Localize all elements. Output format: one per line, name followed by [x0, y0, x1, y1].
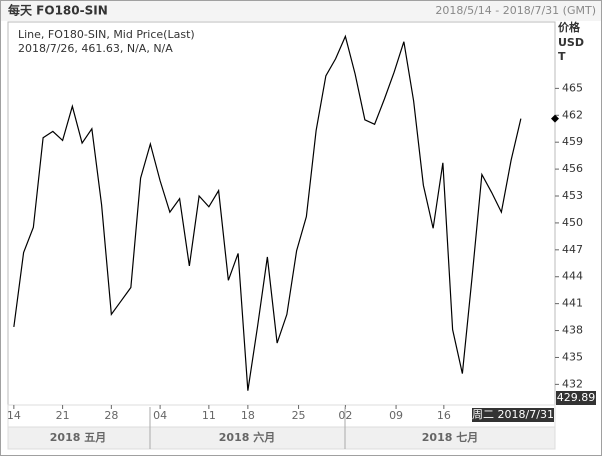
x-tick-label: 04	[153, 409, 167, 422]
x-tick-label: 28	[104, 409, 118, 422]
price-line	[13, 34, 522, 391]
y-tick-label: 435	[562, 350, 583, 363]
y-tick-label: 450	[562, 216, 583, 229]
month-label: 2018 六月	[219, 430, 275, 444]
y-axis-label: 价格	[558, 20, 581, 34]
month-label: 2018 七月	[422, 430, 478, 444]
crosshair-y-label: 429.89	[557, 391, 596, 404]
x-tick-label: 18	[241, 409, 255, 422]
legend-line: 2018/7/26, 461.63, N/A, N/A	[18, 42, 173, 55]
crosshair-x-label: 周二 2018/7/31	[472, 408, 554, 421]
y-tick-label: 432	[562, 377, 583, 390]
y-tick-label: 462	[562, 108, 583, 121]
y-tick-label: 441	[562, 297, 583, 310]
y-axis-label: USD	[558, 36, 584, 49]
crosshair-y-box	[556, 391, 596, 405]
x-tick-label: 16	[437, 409, 451, 422]
x-tick-label: 11	[202, 409, 216, 422]
crosshair-x-box	[472, 408, 554, 422]
x-tick-label: 25	[292, 409, 306, 422]
y-tick-label: 453	[562, 189, 583, 202]
y-tick-label: 444	[562, 270, 583, 283]
y-tick-label: 438	[562, 324, 583, 337]
y-tick-label: 465	[562, 81, 583, 94]
month-label: 2018 五月	[50, 431, 106, 444]
y-tick-label: 456	[562, 162, 583, 175]
date-range: 2018/5/14 - 2018/7/31 (GMT)	[435, 4, 596, 17]
chart-title: 每天 FO180-SIN	[8, 3, 108, 18]
x-tick-label: 14	[7, 409, 21, 422]
y-tick-label: 459	[562, 135, 583, 148]
last-value-marker	[551, 114, 559, 123]
x-tick-label: 21	[56, 409, 70, 422]
legend-line: Line, FO180-SIN, Mid Price(Last)	[18, 28, 195, 41]
title-bar	[1, 1, 601, 21]
y-axis-label: T	[558, 50, 566, 63]
month-band	[7, 426, 556, 450]
x-tick-label: 09	[389, 409, 403, 422]
y-tick-label: 447	[562, 243, 583, 256]
